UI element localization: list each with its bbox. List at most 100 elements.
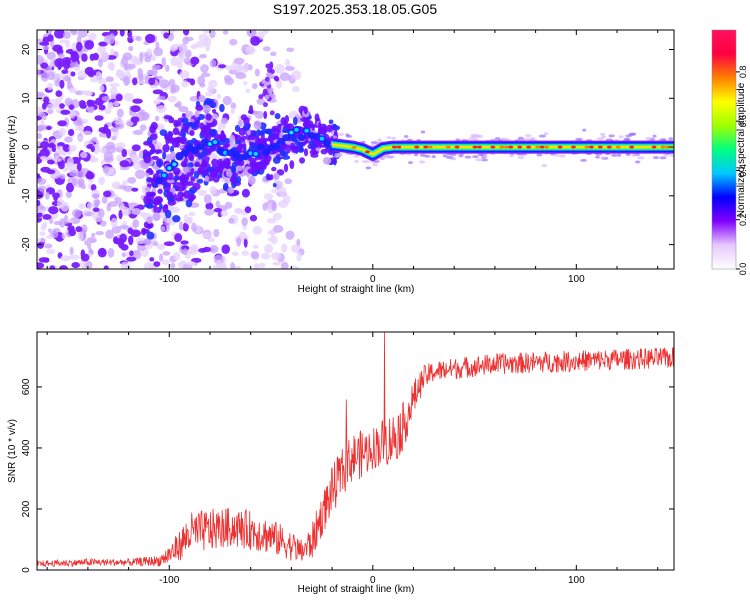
spectrogram-noise-blob [245,88,251,93]
spectrogram-signal-blob [328,119,334,125]
spectrogram-noise-blob [290,244,302,254]
spectrogram-signal-blob [195,104,204,111]
spectrogram-halo-blob [582,128,587,132]
spectrogram-noise-blob [119,30,125,37]
spectrogram-noise-blob [45,248,56,255]
spectrogram-noise-blob [144,262,154,269]
spectrogram-ridge-peak [597,145,603,149]
spectrogram-signal-blob [279,150,289,157]
spectrogram-halo-blob [637,156,645,160]
spectrogram-signal-blob [240,135,248,140]
spectrogram-halo-blob [464,155,472,159]
spectrogram-noise-blob [139,124,147,132]
spectrogram-halo-blob [541,164,548,168]
spectrogram-noise-blob [271,201,277,212]
spectrogram-noise-blob [208,79,218,88]
spectrogram-halo-blob [543,132,549,136]
spectrogram-signal-blob [225,168,233,178]
spectrogram-signal-blob [210,101,217,109]
spectrogram-noise-blob [170,56,180,67]
spectrogram-ridge-peak [615,145,621,149]
spectrogram-halo-blob [596,137,604,141]
spectrogram-noise-blob [291,70,302,81]
spectrogram-noise-blob [144,33,156,44]
spectrogram-noise-blob [225,65,232,71]
spectrogram-noise-blob [270,251,282,261]
spectrogram-signal-blob [177,176,185,181]
spectrogram-signal-blob [283,163,289,173]
spectrogram-noise-blob [105,229,115,240]
spectrogram-noise-blob [200,72,211,78]
spectrogram-noise-blob [46,169,56,175]
spectrogram-ridge-blob [290,131,293,134]
spectrogram-signal-blob [272,182,277,188]
spectrogram-noise-blob [48,206,59,215]
spectrogram-signal-blob [274,113,281,120]
spectrogram-halo-blob [634,160,641,164]
spectrogram-ridge-blob [173,163,176,166]
spectrogram-noise-blob [121,148,128,158]
spectrogram-noise-blob [37,173,41,178]
spectrogram-noise-blob [207,237,216,243]
spectrogram-signal-blob [222,182,229,191]
spectrogram-signal-blob [190,167,195,175]
spectrogram-halo-blob [468,137,476,141]
spectrogram-noise-blob [77,136,83,141]
spectrogram-signal-blob [314,113,320,122]
spectrogram-noise-blob [156,243,166,250]
spectrogram-noise-blob [86,237,97,244]
snr-y-tick-label: 200 [21,500,32,517]
spectrogram-noise-blob [107,101,114,110]
spectrogram-noise-blob [185,261,197,267]
spectrogram-noise-blob [111,136,117,141]
spectrogram-noise-blob [109,86,118,96]
spectrogram-signal-blob [332,123,337,130]
spectrogram-ridge-peak [606,145,612,149]
spectrogram-signal-blob [234,140,241,145]
spectrogram-halo-blob [517,156,525,160]
spectrogram-ridge-blob [180,149,189,157]
spectrogram-noise-blob [213,228,220,238]
spectrogram-halo-blob [390,155,395,159]
spectrogram-signal-blob [181,117,189,126]
spectrogram-noise-blob [59,265,68,269]
spectrogram-noise-blob [97,78,107,85]
spectrogram-noise-blob [98,104,106,111]
spectrogram-noise-blob [262,202,268,211]
spectrogram-ridge [155,126,674,185]
spectrogram-noise-blob [137,68,144,77]
spectrogram-noise-blob [241,217,248,226]
spectrogram-signal-blob [220,131,225,140]
spectrogram-signal-blob [302,122,309,128]
spectrogram-signal-blob [231,176,236,185]
spectrogram-noise-blob [216,93,221,100]
spectrogram-signal-blob [193,170,200,179]
spectrogram-noise-blob [178,43,189,54]
spectrogram-ridge-blob [282,134,291,142]
spectrogram-halo-blob [372,163,378,167]
spectrogram-noise-blob [66,157,74,166]
spectrogram-signal-blob [246,129,251,136]
spectrogram-signal-blob [166,178,175,184]
spectrogram-noise-blob [128,45,134,52]
spectrogram-noise-blob [37,55,44,65]
spectrogram-signal-blob [142,228,150,234]
spectrogram-noise-blob [84,66,95,76]
spectrogram-noise-blob [267,87,273,93]
spectrogram-ridge-peak [535,145,541,149]
spectrogram-noise-blob [207,85,215,93]
spectrogram-noise-blob [128,148,133,156]
spectrogram-noise-blob [37,133,43,139]
spectrogram-ridge-blob [161,173,167,178]
spectrogram-x-tick-label: 100 [568,274,585,285]
spectrogram-noise-blob [243,81,248,86]
spectrogram-ridge-peak [651,145,657,149]
spectrogram-signal-blob [209,170,218,177]
spectrogram-noise-blob [272,224,284,233]
spectrogram-halo-blob [354,160,359,164]
spectrogram-noise-blob [265,72,271,78]
spectrogram-noise-blob [235,72,247,80]
spectrogram-noise-blob [37,262,45,269]
spectrogram-signal-blob [189,130,195,137]
